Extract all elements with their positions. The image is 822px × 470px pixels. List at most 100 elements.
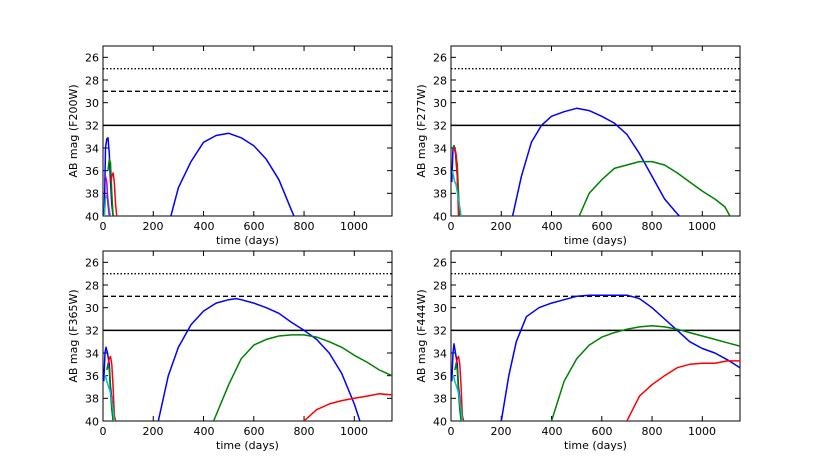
y-tick-label: 40: [433, 210, 447, 223]
x-tick-label: 800: [642, 425, 663, 438]
series-lines: [103, 297, 392, 421]
series-lines: [103, 132, 295, 216]
series-line-green-main: [550, 325, 740, 421]
x-tick-label: 200: [491, 425, 512, 438]
limit-lines: [103, 273, 392, 332]
y-axis-label: AB mag (F444W): [415, 289, 428, 382]
y-tick-label: 36: [433, 165, 447, 178]
series-line-blue-main: [157, 297, 361, 421]
x-tick-label: 0: [100, 425, 107, 438]
x-tick-labels: 0 200 400 600 800 1000: [448, 425, 717, 438]
panel-f444w: 0 200 400 600 800 1000 26 28 30 32 34 36…: [415, 250, 741, 452]
series-line-green-early: [107, 158, 114, 216]
x-tick-label: 600: [244, 220, 265, 233]
plot-frame: [102, 250, 393, 422]
y-tick-label: 36: [433, 370, 447, 383]
y-tick-label: 38: [433, 188, 447, 201]
y-tick-label: 34: [433, 142, 447, 155]
x-tick-label: 0: [448, 220, 455, 233]
y-tick-label: 34: [85, 142, 99, 155]
series-line-green-main: [578, 160, 731, 216]
y-tick-label: 26: [85, 257, 99, 270]
x-tick-label: 800: [294, 425, 315, 438]
y-tick-label: 26: [85, 52, 99, 65]
y-tick-labels: 26 28 30 32 34 36 38 40: [433, 52, 447, 224]
y-tick-label: 34: [85, 347, 99, 360]
series-line-red-main: [303, 393, 392, 421]
series-line-red-main: [626, 360, 740, 421]
y-axis-label: AB mag (F277W): [415, 84, 428, 177]
y-tick-label: 30: [433, 97, 447, 110]
x-tick-label: 400: [194, 220, 215, 233]
y-tick-label: 28: [433, 74, 447, 87]
y-tick-label: 38: [85, 188, 99, 201]
y-axis-label: AB mag (F365W): [67, 289, 80, 382]
x-tick-label: 400: [542, 220, 563, 233]
x-tick-label: 0: [448, 425, 455, 438]
y-tick-label: 30: [433, 302, 447, 315]
y-tick-labels: 26 28 30 32 34 36 38 40: [85, 257, 99, 429]
y-tick-label: 38: [433, 393, 447, 406]
x-tick-label: 1000: [688, 220, 716, 233]
series-lines: [451, 107, 731, 216]
x-axis-label: time (days): [216, 439, 279, 452]
series-line-cyan-early: [451, 170, 462, 216]
x-tick-labels: 0 200 400 600 800 1000: [100, 220, 369, 233]
series-line-blue-main: [500, 294, 740, 421]
plot-frame: [102, 45, 393, 217]
x-tick-label: 600: [244, 425, 265, 438]
limit-lines: [451, 68, 740, 127]
series-line-magenta-early: [104, 176, 111, 216]
y-axis-label: AB mag (F200W): [67, 84, 80, 177]
x-axis-label: time (days): [564, 234, 627, 247]
x-tick-label: 600: [592, 425, 613, 438]
plot-frame: [450, 250, 741, 422]
panel-f200w: 0 200 400 600 800 1000 26 28 30 32 34 36…: [67, 45, 393, 247]
x-tick-label: 800: [294, 220, 315, 233]
panel-f365w: 0 200 400 600 800 1000 26 28 30 32 34 36…: [67, 250, 393, 452]
series-line-cyan-early: [104, 374, 116, 421]
y-tick-label: 40: [85, 415, 99, 428]
y-tick-label: 30: [85, 97, 99, 110]
plot-frame: [450, 45, 741, 217]
series-line-cyan-early: [452, 374, 464, 421]
limit-lines: [451, 273, 740, 332]
x-tick-label: 400: [542, 425, 563, 438]
y-tick-labels: 26 28 30 32 34 36 38 40: [433, 257, 447, 429]
series-line-red-early: [109, 172, 118, 216]
y-tick-label: 32: [85, 325, 99, 338]
axis-ticks: [102, 46, 392, 217]
y-tick-label: 36: [85, 165, 99, 178]
y-tick-label: 34: [433, 347, 447, 360]
y-tick-labels: 26 28 30 32 34 36 38 40: [85, 52, 99, 224]
x-tick-label: 200: [143, 220, 164, 233]
x-tick-labels: 0 200 400 600 800 1000: [448, 220, 717, 233]
series-line-green-early: [454, 363, 462, 421]
x-tick-label: 200: [143, 425, 164, 438]
series-lines: [451, 294, 740, 421]
y-tick-label: 28: [433, 279, 447, 292]
y-tick-label: 32: [433, 120, 447, 133]
x-tick-labels: 0 200 400 600 800 1000: [100, 425, 369, 438]
x-tick-label: 1000: [340, 220, 368, 233]
x-tick-label: 600: [592, 220, 613, 233]
x-tick-label: 1000: [688, 425, 716, 438]
series-line-green-early: [106, 363, 114, 421]
y-tick-label: 40: [433, 415, 447, 428]
y-tick-label: 28: [85, 279, 99, 292]
x-tick-label: 400: [194, 425, 215, 438]
series-line-red-early: [452, 147, 460, 216]
x-axis-label: time (days): [216, 234, 279, 247]
series-line-blue-main: [511, 107, 681, 216]
x-tick-label: 0: [100, 220, 107, 233]
series-line-blue-main: [170, 132, 295, 216]
y-tick-label: 32: [85, 120, 99, 133]
x-tick-label: 200: [491, 220, 512, 233]
series-line-green-main: [212, 334, 392, 421]
y-tick-label: 40: [85, 210, 99, 223]
y-tick-label: 26: [433, 257, 447, 270]
panel-f277w: 0 200 400 600 800 1000 26 28 30 32 34 36…: [415, 45, 741, 247]
y-tick-label: 38: [85, 393, 99, 406]
x-tick-label: 1000: [340, 425, 368, 438]
